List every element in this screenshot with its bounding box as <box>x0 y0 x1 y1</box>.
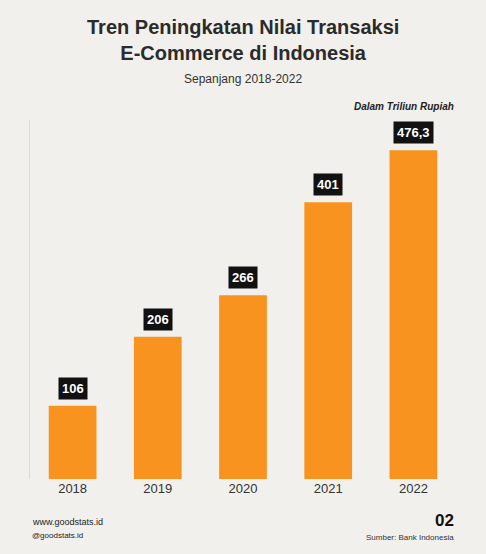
svg-text:Dalam Triliun Rupiah: Dalam Triliun Rupiah <box>354 101 454 112</box>
svg-text:106: 106 <box>62 381 84 396</box>
svg-text:476,3: 476,3 <box>397 125 430 140</box>
svg-text:2021: 2021 <box>314 481 343 496</box>
svg-text:www.goodstats.id: www.goodstats.id <box>32 517 103 527</box>
svg-text:401: 401 <box>317 177 339 192</box>
svg-text:2020: 2020 <box>229 481 258 496</box>
svg-text:Sepanjang 2018-2022: Sepanjang 2018-2022 <box>184 72 302 86</box>
svg-text:2022: 2022 <box>399 481 428 496</box>
svg-text:Tren Peningkatan Nilai Transak: Tren Peningkatan Nilai TransaksiE-Commer… <box>87 16 399 64</box>
svg-text:266: 266 <box>232 270 254 285</box>
svg-text:206: 206 <box>147 312 169 327</box>
svg-text:2019: 2019 <box>143 481 172 496</box>
svg-text:02: 02 <box>435 511 454 530</box>
svg-text:@goodstats.id: @goodstats.id <box>32 531 83 540</box>
svg-text:Sumber: Bank Indonesia: Sumber: Bank Indonesia <box>366 533 454 542</box>
svg-text:2018: 2018 <box>58 481 87 496</box>
